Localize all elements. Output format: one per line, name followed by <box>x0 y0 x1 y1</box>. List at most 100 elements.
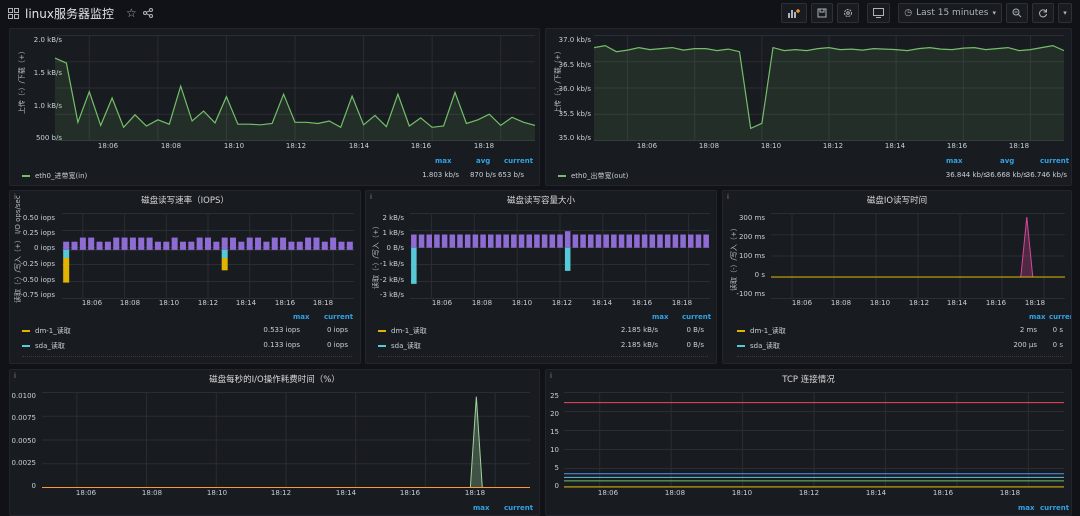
y-tick: 0.0050 <box>11 437 37 445</box>
write-bar <box>595 234 602 248</box>
write-bar <box>434 234 440 248</box>
legend-item[interactable]: eth0_出带宽(out) <box>558 171 628 181</box>
dashboard-title[interactable]: linux服务器监控 <box>25 6 114 21</box>
x-tick: 18:14 <box>335 489 357 497</box>
write-bar <box>634 234 640 248</box>
legend-header-current[interactable]: current <box>682 313 712 321</box>
panel-title[interactable]: 磁盘读写速率（IOPS） <box>141 196 229 206</box>
legend-current: 0 iops <box>327 341 348 349</box>
add-panel-button[interactable] <box>781 3 808 23</box>
write-bar <box>196 237 203 250</box>
time-picker-button[interactable]: ◷ Last 15 minutes ▾ <box>898 3 1002 23</box>
legend-header-avg[interactable]: avg <box>1000 157 1015 165</box>
legend-item[interactable]: dm-1_读取 <box>378 326 427 336</box>
settings-button[interactable] <box>837 3 860 23</box>
panel-info-icon[interactable]: i <box>14 193 16 201</box>
legend-item[interactable]: sda_读取 <box>22 341 65 351</box>
legend-header-current[interactable]: current <box>1040 157 1070 165</box>
y-tick: -0.75 iops <box>20 291 55 299</box>
legend-header-max[interactable]: max <box>946 157 963 165</box>
panel-title[interactable]: 磁盘每秒的I/O操作耗费时间（%） <box>209 375 340 385</box>
legend-item[interactable]: eth0_进带宽(in) <box>22 171 87 181</box>
legend-header-max[interactable]: max <box>293 313 310 321</box>
save-dashboard-button[interactable] <box>811 3 834 23</box>
series-swatch <box>22 330 30 332</box>
legend-item[interactable]: sda_读取 <box>378 341 421 351</box>
dashboards-grid-icon[interactable] <box>8 7 19 19</box>
legend-item[interactable]: dm-1_读取 <box>737 326 786 336</box>
x-tick: 18:16 <box>410 142 432 150</box>
x-tick: 18:10 <box>760 142 782 150</box>
legend-header-max[interactable]: max <box>1018 504 1035 512</box>
series-swatch <box>558 175 566 177</box>
panel-info-icon[interactable]: i <box>370 193 372 201</box>
write-bar <box>541 234 548 248</box>
x-tick: 18:16 <box>985 299 1007 307</box>
write-bar <box>88 237 95 250</box>
series-swatch <box>378 345 386 347</box>
panel-title[interactable]: TCP 连接情况 <box>782 375 835 385</box>
refresh-interval-dropdown[interactable]: ▾ <box>1058 3 1072 23</box>
top-bar: linux服务器监控 ☆ ◷ Last 15 minutes ▾ <box>0 0 1080 26</box>
write-bar <box>611 234 617 248</box>
write-bar <box>146 237 153 250</box>
y-tick: 300 ms <box>738 214 765 222</box>
panel-title[interactable]: 磁盘读写容量大小 <box>506 196 575 206</box>
series-name: eth0_进带宽(in) <box>35 172 88 180</box>
x-tick: 18:12 <box>551 299 573 307</box>
y-tick: 2 kB/s <box>382 214 404 222</box>
x-tick: 18:12 <box>285 142 307 150</box>
x-tick: 18:06 <box>97 142 119 150</box>
write-bar <box>480 234 486 248</box>
x-tick: 18:16 <box>274 299 296 307</box>
chevron-down-icon: ▾ <box>1063 9 1067 17</box>
star-icon[interactable]: ☆ <box>125 6 137 20</box>
x-tick: 18:12 <box>270 489 292 497</box>
panel-title[interactable]: 磁盘IO读写时间 <box>866 196 928 206</box>
zoom-out-button[interactable] <box>1006 3 1028 23</box>
legend-item-clipped <box>22 356 352 360</box>
write-bar <box>626 234 632 248</box>
spike-line <box>42 396 530 488</box>
legend-avg: 36.668 kb/s <box>985 171 1027 179</box>
write-bar <box>672 234 679 248</box>
series-swatch <box>737 345 745 347</box>
panel-info-icon[interactable]: i <box>14 372 16 380</box>
legend-header-avg[interactable]: avg <box>476 157 491 165</box>
share-icon[interactable] <box>142 8 153 18</box>
legend-max: 1.803 kb/s <box>422 171 459 179</box>
legend-max: 2.185 kB/s <box>620 326 658 334</box>
legend-current: 0 iops <box>327 326 348 334</box>
write-bar <box>129 237 136 250</box>
write-bar <box>71 241 78 250</box>
panel-info-icon[interactable]: i <box>727 193 729 201</box>
x-tick: 18:18 <box>671 299 693 307</box>
write-bar <box>305 237 312 250</box>
legend-header-max[interactable]: max <box>435 157 452 165</box>
sda-read-bar <box>221 249 228 259</box>
write-bar <box>472 234 479 248</box>
legend-header-current[interactable]: current <box>504 157 534 165</box>
eth0-in-chart <box>55 35 535 141</box>
y-tick: 1.0 kB/s <box>33 102 62 110</box>
legend-header-max[interactable]: max <box>473 504 490 512</box>
y-tick: 500 b/s <box>35 134 62 142</box>
write-bar <box>549 234 556 248</box>
y-tick: -2 kB/s <box>379 276 404 284</box>
legend-header-current[interactable]: current <box>504 504 534 512</box>
write-bar <box>695 234 702 248</box>
x-tick: 18:08 <box>698 142 720 150</box>
legend-item[interactable]: dm-1_读取 <box>22 326 71 336</box>
legend-header-current[interactable]: current <box>324 313 354 321</box>
legend-header-max[interactable]: max <box>652 313 669 321</box>
write-bar <box>221 237 228 250</box>
legend-header-current[interactable]: current <box>1049 313 1071 321</box>
cycle-view-mode-button[interactable] <box>867 3 891 23</box>
refresh-button[interactable] <box>1032 3 1054 23</box>
panel-info-icon[interactable]: i <box>550 372 552 380</box>
legend-header-current[interactable]: current <box>1040 504 1070 512</box>
write-bar <box>580 234 586 248</box>
legend-header-max[interactable]: max <box>1029 313 1046 321</box>
x-tick: 18:06 <box>597 489 619 497</box>
legend-item[interactable]: sda_读取 <box>737 341 780 351</box>
